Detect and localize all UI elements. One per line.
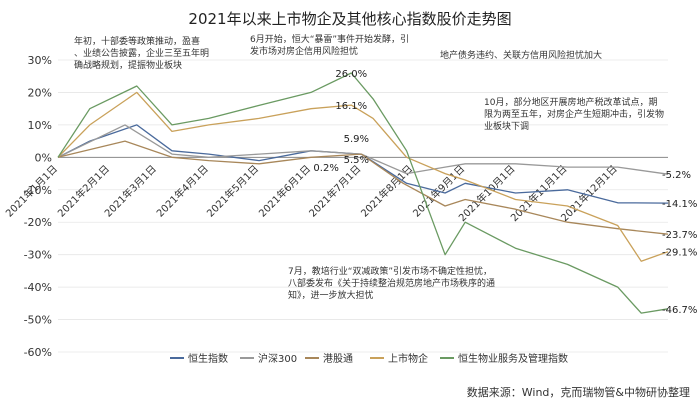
source-note: 数据来源：Wind，克而瑞物管&中物研协整理 — [467, 385, 690, 399]
annotation-june-evergrande: 6月开始，恒大“暴雷”事件开始发酵，引 发市场对房企信用风险担忧 — [250, 33, 412, 57]
y-tick-label: 0% — [35, 151, 52, 164]
series-line — [57, 72, 669, 314]
legend-label: 上市物企 — [388, 352, 428, 365]
data-label: 0.2% — [313, 163, 338, 174]
y-tick-label: -60% — [24, 346, 52, 359]
chart-title: 2021年以来上市物企及其他核心指数股价走势图 — [188, 10, 511, 28]
data-label: -14.1% — [662, 199, 697, 210]
y-tick-label: 10% — [28, 119, 52, 132]
series-line — [57, 124, 669, 175]
legend-label: 沪深300 — [258, 352, 297, 365]
series-line — [57, 91, 669, 262]
data-label: -23.7% — [662, 230, 697, 241]
x-tick-label: 2021年6月1日 — [256, 162, 313, 219]
data-label: -5.2% — [662, 170, 691, 181]
series-line — [57, 140, 669, 235]
data-label: 26.0% — [335, 69, 367, 80]
data-label: -29.1% — [662, 248, 697, 259]
y-tick-label: -40% — [24, 281, 52, 294]
y-tick-label: -10% — [24, 184, 52, 197]
y-tick-label: -30% — [24, 249, 52, 262]
annotation-july-policy: 7月，教培行业“双减政策”引发市场不确定性担忧， 八部委发布《关于持续整治规范房… — [288, 265, 498, 301]
legend-label: 恒生物业服务及管理指数 — [458, 352, 568, 365]
y-tick-label: 30% — [28, 54, 52, 67]
y-tick-label: -50% — [24, 314, 52, 327]
data-label: 16.1% — [335, 101, 367, 112]
data-label: -46.7% — [662, 305, 697, 316]
annotation-october-tax: 10月，部分地区开展房地产税改革试点，期 限为两至五年，对房企产生短期冲击，引发… — [484, 96, 667, 132]
data-label: 5.5% — [344, 155, 369, 166]
data-label: 5.9% — [344, 134, 369, 145]
y-tick-label: 20% — [28, 86, 52, 99]
annotation-debt-default: 地产债务违约、关联方信用风险担忧加大 — [440, 49, 602, 61]
x-tick-label: 2021年5月1日 — [204, 162, 261, 219]
x-tick-label: 2021年4月1日 — [154, 162, 211, 219]
y-tick-label: -20% — [24, 216, 52, 229]
legend-label: 港股通 — [323, 353, 353, 365]
legend-label: 恒生指数 — [188, 352, 228, 365]
annotation-early-year: 年初，十部委等政策推动，盈喜 、业绩公告披露，企业三至五年明 确战略规划，提振物… — [74, 35, 212, 71]
